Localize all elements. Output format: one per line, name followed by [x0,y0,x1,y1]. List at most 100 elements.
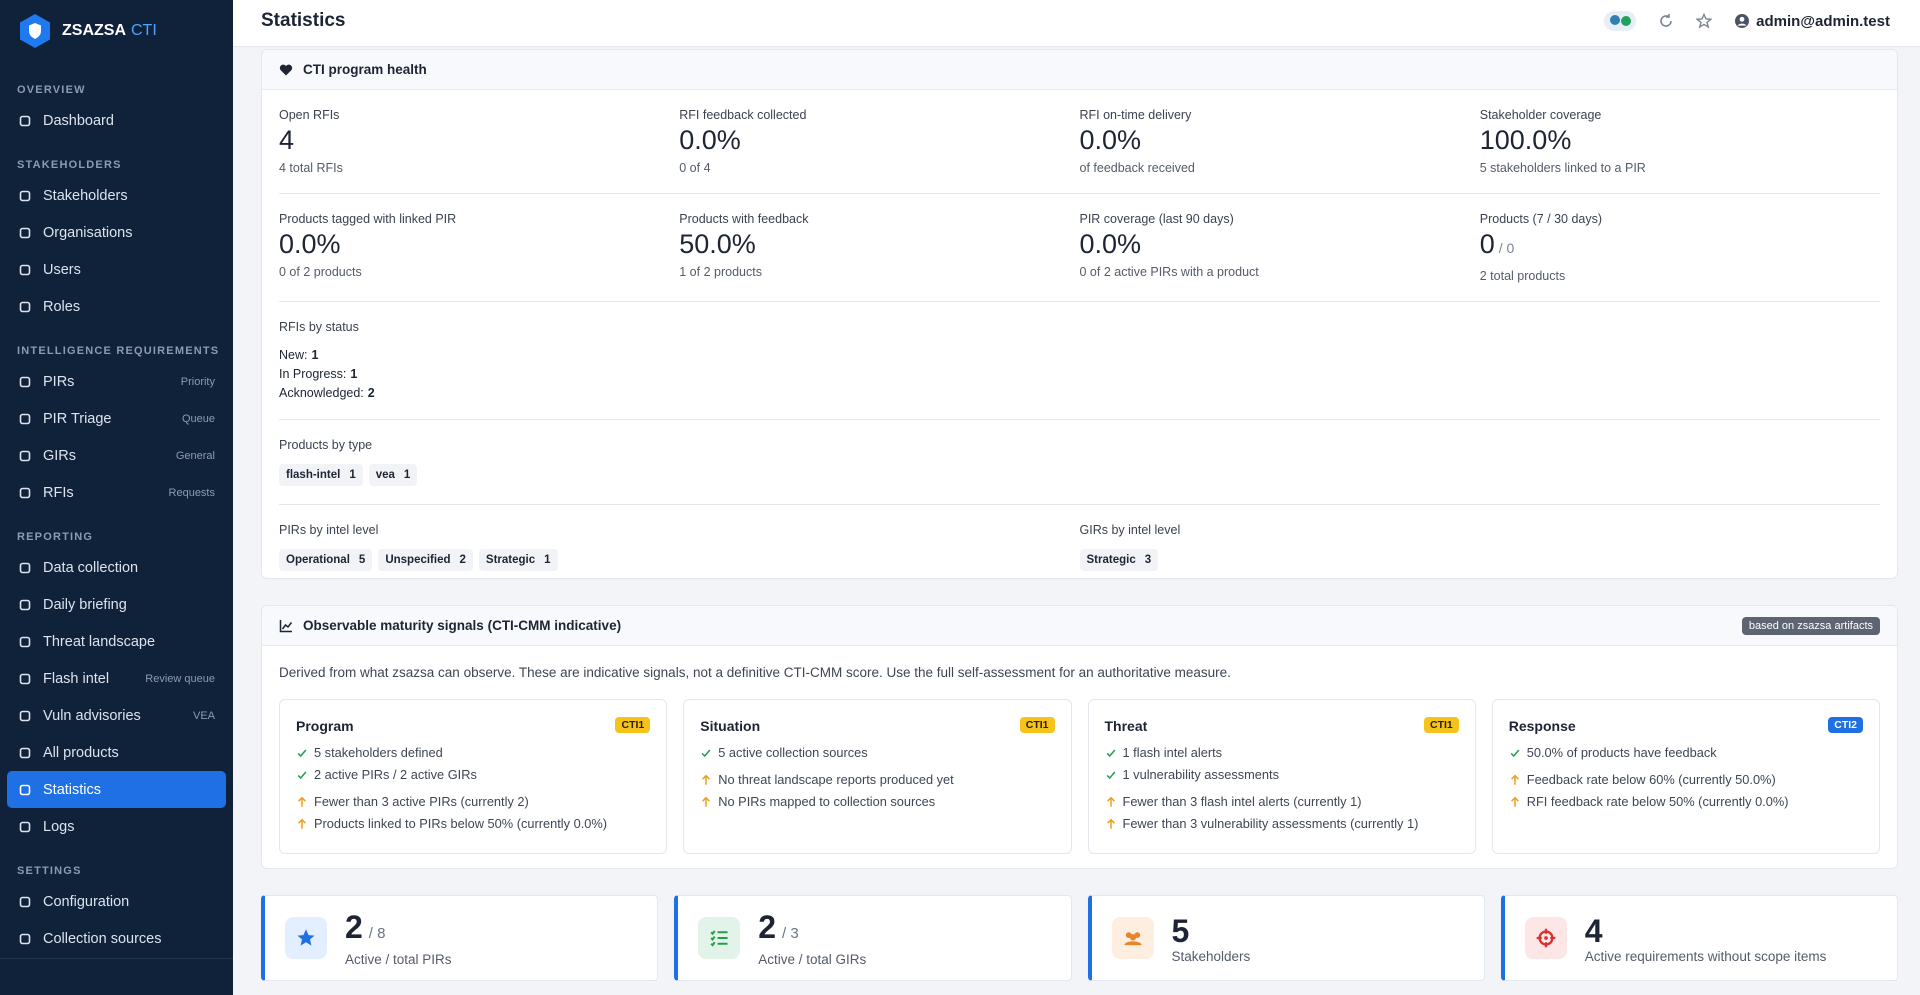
nav-item[interactable]: Stakeholders [7,177,226,214]
user-icon [1735,14,1750,28]
nav-icon [18,598,32,612]
stat-text: 2 / 3 Active / total GIRs [758,909,866,967]
chart-icon [279,619,293,632]
icon [19,784,31,795]
check-icon [1106,771,1115,780]
value: 2 [345,909,363,945]
stat-label: Stakeholders [1171,948,1251,964]
nav-icon [18,375,32,389]
favorite-icon[interactable] [1696,13,1713,29]
nav-item[interactable]: RFIs Requests [7,474,226,511]
nav-tag: Requests [168,486,215,499]
signal-text: No threat landscape reports produced yet [718,772,954,787]
value: 0 [1479,229,1495,259]
nav-item[interactable]: Logs [7,808,226,845]
nav-icon [18,114,32,128]
signal-text: 2 active PIRs / 2 active GIRs [314,767,477,782]
topbar: Statistics admin@admin.test [233,0,1920,47]
stat-label: Active / total GIRs [758,952,867,967]
stat-card: 4 Active requirements without scope items [1500,895,1898,981]
icon [1536,928,1556,948]
nav-item[interactable]: Statistics [7,771,226,808]
nav-item[interactable]: Flash intel Review queue [7,660,226,697]
warning-icon [1510,774,1519,785]
icon [19,413,31,424]
nav-item[interactable]: Users [7,251,226,288]
nav-item[interactable]: Data collection [7,549,226,586]
value: 5 [1171,912,1190,949]
nav-item[interactable]: Roles [7,288,226,325]
nav-icon [18,561,32,575]
badge-label: vea [375,469,395,481]
positive-signal: 1 vulnerability assessments [1105,764,1459,786]
block-label: PIRs by intel level [279,523,379,537]
nav-label: Statistics [43,781,102,798]
badges: Operational 5 Unspecified 2 Strategic 1 [279,549,1080,571]
status-line: Acknowledged: 2 [279,384,1880,403]
signal-text: Fewer than 3 vulnerability assessments (… [1122,816,1419,831]
nav-icon [18,672,32,686]
nav-icon [18,189,32,203]
nav-item[interactable]: Collection sources [7,920,226,957]
icon [19,747,31,758]
nav-label: Users [43,261,81,278]
panel-body: Derived from what zsazsa can observe. Th… [262,664,1897,854]
status-line: In Progress: 1 [279,365,1880,384]
value: 0.0% [279,229,341,259]
value: 4 [279,125,295,155]
icon [1123,932,1142,946]
badge: vea 1 [368,464,418,486]
user-menu[interactable]: admin@admin.test [1734,13,1890,30]
positive-signal: 2 active PIRs / 2 active GIRs [296,764,650,786]
badge-label: Strategic [1086,554,1136,566]
nav-icon [18,820,32,834]
nav-label: GIRs [43,447,77,464]
logo [20,14,50,48]
card-title: Response [1508,718,1576,734]
metric: Products with feedback 50.0% 1 of 2 produc… [679,211,1079,285]
nav-item[interactable]: All products [7,734,226,771]
stat-cards: 2 / 8 Active / total PIRs 2 / 3 Active / tota… [261,895,1898,981]
nav-item[interactable]: PIR Triage Queue [7,400,226,437]
value: 0.0% [1079,229,1142,259]
icon [19,599,31,610]
warning-icon [1510,796,1519,807]
nav-label: Threat landscape [43,633,156,650]
metric-label: Open RFIs [279,108,340,122]
card-title: Program [296,718,354,734]
badges: flash-intel 1 vea 1 [279,464,1880,486]
icon [19,896,31,907]
warning-signal: Fewer than 3 active PIRs (currently 2) [296,791,650,813]
status-count: 2 [367,386,375,400]
status-icon[interactable] [1604,11,1637,31]
nav-item[interactable]: Threat landscape [7,623,226,660]
nav-item[interactable]: GIRs General [7,437,226,474]
badge-label: Operational [286,554,350,566]
metric-value: 0.0% [1080,124,1480,156]
metric-label: Products tagged with linked PIR [279,212,457,226]
badge-label: Unspecified [385,554,451,566]
nav-icon [18,895,32,909]
nav-item[interactable]: Vuln advisories VEA [7,697,226,734]
nav-label: PIR Triage [43,410,112,427]
nav-item[interactable]: PIRs Priority [7,363,226,400]
nav-label: RFIs [43,484,74,501]
nav-item[interactable]: Dashboard [7,102,226,139]
maturity-panel: Observable maturity signals (CTI-CMM ind… [261,605,1898,869]
badges: Strategic 3 [1079,549,1881,571]
signal-text: Fewer than 3 flash intel alerts (current… [1122,794,1362,809]
metric-row: Products tagged with linked PIR 0.0% 0 of … [279,194,1880,302]
badge: Unspecified 2 [378,549,473,571]
nav-icon [18,709,32,723]
block-label: GIRs by intel level [1079,523,1181,537]
nav-item[interactable]: Configuration [7,883,226,920]
nav-item[interactable]: Daily briefing [7,586,226,623]
main: Statistics admin@admin.test CTI program … [233,0,1920,995]
stat-value: 5 [1172,913,1251,949]
nav-item[interactable]: Organisations [7,214,226,251]
section-title: STAKEHOLDERS [17,159,122,171]
level-badge: CTI1 [615,717,651,733]
brand[interactable]: ZSAZSA CTI [18,13,157,49]
refresh-icon[interactable] [1658,13,1674,29]
page-title: Statistics [261,10,346,31]
